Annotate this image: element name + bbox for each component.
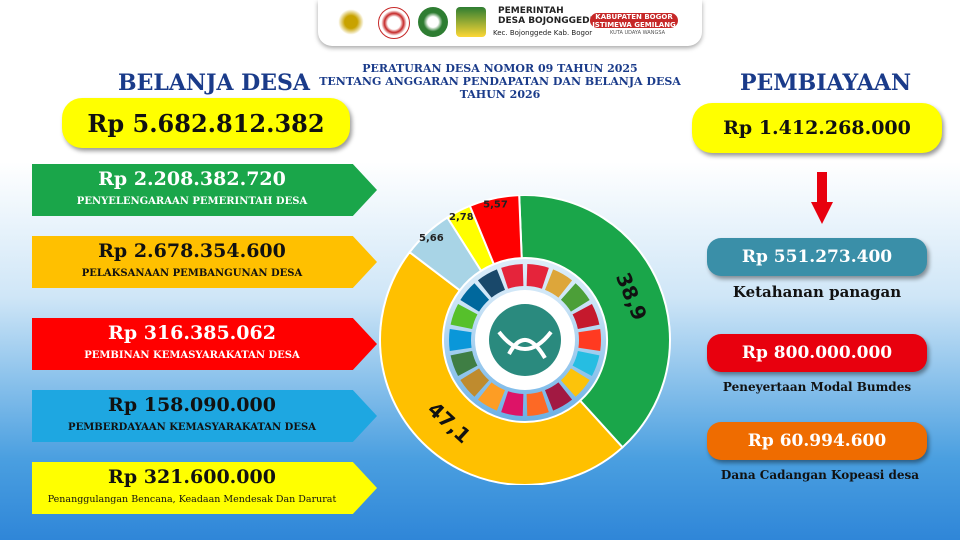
sdg-ring-segment	[544, 382, 573, 411]
sdg-ring-segment	[560, 283, 590, 312]
donut-chart: 38,947,15,662,785,57	[379, 195, 671, 485]
sdg-ring-segment	[460, 368, 490, 397]
desa-kec: Kec. Bojonggede Kab. Bogor	[493, 29, 593, 37]
sdg-ring-segment	[560, 368, 590, 397]
kab-bogor-logo	[456, 7, 486, 37]
sdg-ring-segment	[572, 350, 600, 377]
belanja-item-4: Rp 158.090.000 PEMBERDAYAAN KEMASYARAKATA…	[32, 390, 377, 442]
belanja-total: Rp 5.682.812.382	[62, 98, 350, 148]
pembiayaan-item-3: Rp 60.994.600	[707, 422, 927, 460]
garuda-logo	[336, 7, 366, 37]
belanja-item-1: Rp 2.208.382.720 PENYELENGARAAN PEMERINTA…	[32, 164, 377, 216]
sdg-ring-segment	[450, 350, 478, 377]
sdg-ring-segment	[578, 329, 601, 351]
pembiayaan-item-2: Rp 800.000.000	[707, 334, 927, 372]
sdg-ring-segment	[449, 329, 472, 351]
belanja-item-3: Rp 316.385.062 PEMBINAN KEMASYARAKATAN DE…	[32, 318, 377, 370]
donut-label: 5,57	[483, 200, 508, 211]
kab-bogor-badge: KABUPATEN BOGOR ISTIMEWA GEMILANG	[590, 13, 678, 29]
sdg-ring-segment	[526, 391, 549, 416]
sdg-ring-segment	[477, 269, 506, 298]
belanja-heading: BELANJA DESA	[118, 70, 310, 96]
sdg-ring-segment	[460, 283, 490, 312]
donut-slice	[379, 250, 624, 485]
pkk-logo	[378, 7, 410, 39]
pembiayaan-total: Rp 1.412.268.000	[692, 103, 942, 153]
donut-label: 5,66	[419, 233, 444, 244]
donut-label: 2,78	[449, 212, 474, 223]
pembiayaan-label-1: Ketahanan panagan	[732, 283, 902, 301]
sdg-ring-segment	[526, 264, 549, 289]
sdg-ring-segment	[572, 303, 600, 330]
kab-motto: KUTA UDAYA WANGSA	[610, 30, 666, 36]
desa-name: PEMERINTAH DESA BOJONGGEDE	[498, 6, 596, 26]
jabar-logo	[418, 7, 448, 37]
pembiayaan-heading: PEMBIAYAAN	[740, 70, 912, 96]
donut-slice	[518, 195, 671, 449]
sdg-ring-segment	[450, 303, 478, 330]
sdg-ring-segment	[477, 382, 506, 411]
sdg-ring-segment	[501, 391, 524, 416]
pembiayaan-item-1: Rp 551.273.400	[707, 238, 927, 276]
emblem-wave-icon	[497, 330, 553, 360]
belanja-item-2: Rp 2.678.354.600 PELAKSANAAN PEMBANGUNAN …	[32, 236, 377, 288]
pembiayaan-label-2: Peneyertaan Modal Bumdes	[722, 380, 912, 394]
belanja-item-5: Rp 321.600.000 Penanggulangan Bencana, Ke…	[32, 462, 377, 514]
down-arrow-icon	[811, 172, 833, 224]
page-title: PERATURAN DESA NOMOR 09 TAHUN 2025 TENTAN…	[319, 62, 681, 101]
sdg-ring-segment	[544, 269, 573, 298]
donut-slice	[468, 195, 523, 266]
pembiayaan-label-3: Dana Cadangan Kopeasi desa	[720, 468, 920, 482]
sdg-ring-segment	[501, 264, 524, 289]
